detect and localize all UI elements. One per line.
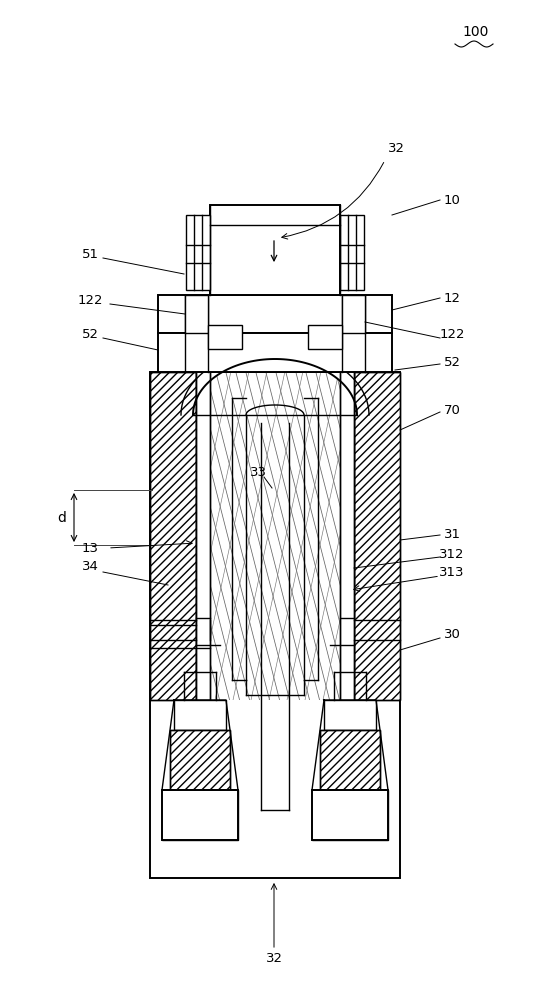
Bar bbox=[340, 340, 354, 700]
Bar bbox=[320, 730, 380, 790]
Bar bbox=[208, 325, 242, 349]
Bar bbox=[312, 790, 388, 840]
Bar bbox=[308, 325, 342, 349]
Text: 13: 13 bbox=[81, 542, 98, 554]
Text: 33: 33 bbox=[249, 466, 266, 479]
Text: 32: 32 bbox=[266, 952, 283, 964]
Text: 31: 31 bbox=[444, 528, 461, 542]
Text: 32: 32 bbox=[388, 141, 405, 154]
Bar bbox=[210, 205, 340, 295]
Text: 51: 51 bbox=[81, 248, 98, 261]
Bar bbox=[150, 372, 196, 700]
Text: 122: 122 bbox=[77, 294, 103, 306]
Bar bbox=[170, 730, 230, 790]
Text: 313: 313 bbox=[439, 566, 465, 580]
Text: d: d bbox=[58, 510, 66, 524]
Bar bbox=[158, 295, 392, 333]
Bar bbox=[174, 700, 226, 730]
Bar bbox=[170, 730, 230, 790]
Bar bbox=[342, 295, 365, 333]
Bar bbox=[320, 730, 380, 790]
Text: 52: 52 bbox=[444, 356, 461, 368]
Bar bbox=[162, 790, 238, 840]
Bar bbox=[196, 340, 210, 700]
Text: 100: 100 bbox=[463, 25, 489, 39]
Text: 122: 122 bbox=[439, 328, 465, 342]
Bar bbox=[185, 295, 208, 333]
Bar bbox=[312, 790, 388, 840]
Text: 312: 312 bbox=[439, 548, 465, 562]
Text: 12: 12 bbox=[444, 292, 461, 304]
Text: 30: 30 bbox=[444, 629, 461, 642]
Bar bbox=[340, 215, 364, 290]
Bar bbox=[186, 215, 210, 290]
Bar bbox=[150, 372, 196, 700]
Bar bbox=[354, 372, 400, 700]
Bar bbox=[162, 790, 238, 840]
Text: 70: 70 bbox=[444, 403, 461, 416]
Text: 10: 10 bbox=[444, 194, 461, 207]
Text: 34: 34 bbox=[82, 560, 98, 574]
Bar bbox=[150, 372, 400, 878]
Bar bbox=[158, 333, 392, 372]
Bar bbox=[354, 372, 400, 700]
Bar bbox=[324, 700, 376, 730]
Text: 52: 52 bbox=[81, 328, 98, 342]
